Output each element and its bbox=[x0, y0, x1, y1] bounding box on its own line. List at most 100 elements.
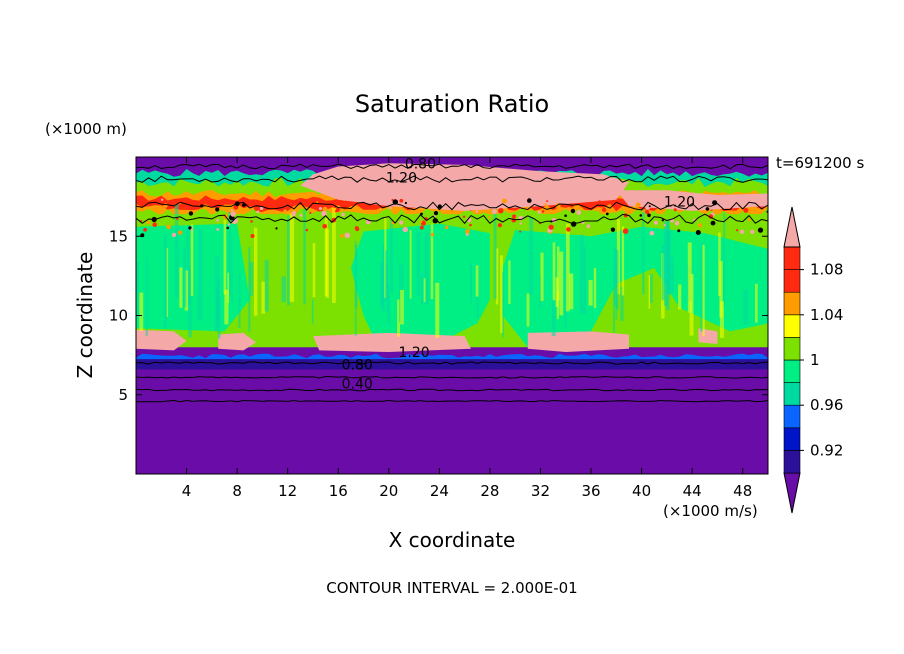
field-speckle bbox=[419, 225, 424, 230]
field-speckle bbox=[344, 232, 351, 239]
field-plume-streak bbox=[224, 289, 229, 325]
field-speckle bbox=[305, 228, 309, 232]
field-speckle bbox=[444, 225, 449, 230]
contour-line-upper-1 bbox=[136, 163, 768, 170]
field-plume-streak bbox=[423, 278, 426, 303]
field-plume-streak bbox=[387, 285, 390, 325]
field-speckle bbox=[188, 226, 192, 230]
field-plume-streak bbox=[281, 276, 286, 303]
field-speckle bbox=[465, 229, 470, 234]
field-speckle bbox=[541, 210, 545, 213]
field-plume-streak bbox=[416, 231, 420, 296]
field-speckle bbox=[250, 220, 253, 223]
field-pink-low-right bbox=[527, 331, 629, 352]
contour-label: 1.20 bbox=[399, 345, 430, 361]
field-speckle bbox=[152, 222, 157, 227]
field-speckle bbox=[598, 200, 601, 204]
field-plume-streak bbox=[700, 242, 703, 332]
y-tick-label: 5 bbox=[118, 386, 128, 404]
field-speckle bbox=[641, 210, 644, 213]
field-plume-streak bbox=[552, 242, 556, 301]
field-plume-streak bbox=[529, 217, 534, 295]
field-plume-streak bbox=[642, 209, 645, 295]
field-plume-streak bbox=[620, 287, 624, 321]
field-speckle bbox=[605, 212, 609, 216]
field-speckle bbox=[283, 209, 287, 213]
field-plume-streak bbox=[613, 270, 615, 333]
field-plume-streak bbox=[261, 281, 266, 314]
field-plume-streak bbox=[227, 272, 229, 303]
field-speckle bbox=[309, 211, 312, 214]
field-speckle bbox=[275, 227, 278, 230]
field-speckle bbox=[250, 234, 255, 238]
field-speckle bbox=[318, 207, 323, 211]
field-plume-streak bbox=[540, 252, 544, 302]
field-speckle bbox=[549, 231, 552, 235]
field-plume-streak bbox=[718, 232, 721, 296]
field-speckle bbox=[710, 220, 716, 226]
colorbar-tick-label: 1.04 bbox=[810, 306, 843, 324]
colorbar-swatch bbox=[783, 314, 801, 338]
field-speckle bbox=[253, 205, 260, 211]
field-plume-streak bbox=[324, 218, 328, 297]
field-plume-streak bbox=[254, 227, 258, 316]
field-speckle bbox=[311, 201, 318, 207]
field-plume-streak bbox=[551, 298, 556, 337]
x-unit-label: (×1000 m/s) bbox=[663, 502, 758, 520]
field-speckle bbox=[419, 220, 423, 224]
field-plume-streak bbox=[139, 292, 144, 332]
field-speckle bbox=[512, 214, 517, 219]
field-plume-streak bbox=[163, 235, 167, 329]
field-plume-streak bbox=[588, 280, 593, 306]
field-plume-streak bbox=[197, 229, 203, 322]
field-speckle bbox=[399, 220, 404, 225]
field-plume-streak bbox=[430, 223, 434, 300]
field-plume-streak bbox=[435, 282, 440, 338]
field-speckle bbox=[586, 224, 591, 229]
field-plume-streak bbox=[719, 301, 724, 338]
field-speckle bbox=[743, 207, 749, 213]
field-speckle bbox=[488, 216, 491, 219]
time-label: t=691200 s bbox=[776, 154, 864, 172]
colorbar-swatch bbox=[783, 404, 801, 429]
field-plume-streak bbox=[526, 293, 530, 327]
colorbar-swatch bbox=[783, 337, 801, 361]
x-tick-label: 32 bbox=[531, 482, 550, 500]
field-plume-streak bbox=[502, 272, 504, 338]
colorbar-extend-low bbox=[783, 472, 801, 514]
field-plume-streak bbox=[397, 299, 400, 337]
field-plume-streak bbox=[264, 260, 269, 312]
field-speckle bbox=[497, 223, 502, 228]
field-speckle bbox=[697, 223, 703, 228]
field-plume-streak bbox=[743, 289, 748, 325]
field-plume-streak bbox=[687, 242, 692, 313]
field-speckle bbox=[649, 230, 655, 236]
field-speckle bbox=[433, 211, 439, 216]
colorbar-extend-high bbox=[783, 206, 801, 248]
contour-label: 0.80 bbox=[405, 156, 436, 172]
field-speckle bbox=[757, 227, 764, 233]
contour-line-low-4 bbox=[136, 399, 768, 403]
field-plume-streak bbox=[174, 203, 179, 298]
field-speckle bbox=[635, 202, 641, 208]
field-speckle bbox=[188, 211, 194, 216]
field-speckle bbox=[570, 208, 576, 214]
x-tick-label: 40 bbox=[632, 482, 651, 500]
colorbar-tick-label: 0.92 bbox=[810, 441, 843, 459]
field-speckle bbox=[571, 221, 577, 227]
field-plume-streak bbox=[389, 220, 393, 292]
x-tick-label: 28 bbox=[480, 482, 499, 500]
field-plume-streak bbox=[354, 240, 357, 336]
field-plume-streak bbox=[183, 249, 187, 308]
field-speckle bbox=[292, 210, 297, 215]
colorbar-tick-label: 0.96 bbox=[810, 396, 843, 414]
field-speckle bbox=[335, 210, 338, 213]
field-speckle bbox=[537, 210, 541, 214]
field-plume-streak bbox=[556, 246, 560, 301]
field-speckle bbox=[692, 198, 697, 204]
field-plume-streak bbox=[166, 247, 169, 317]
field-speckle bbox=[437, 204, 442, 209]
x-tick-label: 12 bbox=[278, 482, 297, 500]
field-speckle bbox=[226, 226, 229, 230]
field-speckle bbox=[171, 232, 177, 238]
